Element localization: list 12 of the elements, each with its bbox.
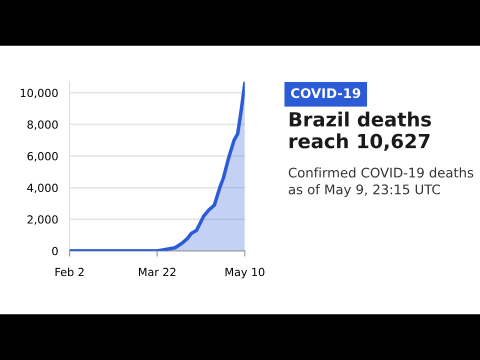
y-tick-label: 4,000 [27,184,58,194]
text: Brazil deaths reach 10,627 [290,112,431,151]
x-tick-label: Mar 22 [138,268,176,276]
y-tick-label: 6,000 [27,152,58,162]
text: COVID-19 [291,88,360,98]
x-tick-label: May 10 [226,268,264,278]
text: Confirmed COVID-19 deaths as of May 9, 23:15 UTC [288,167,474,197]
y-tick-label: 2,000 [27,215,58,225]
x-tick-label: Feb 2 [56,268,84,276]
y-tick-label: 10,000 [20,88,58,98]
y-tick-label: 0 [52,246,58,256]
y-tick-label: 8,000 [27,120,58,130]
